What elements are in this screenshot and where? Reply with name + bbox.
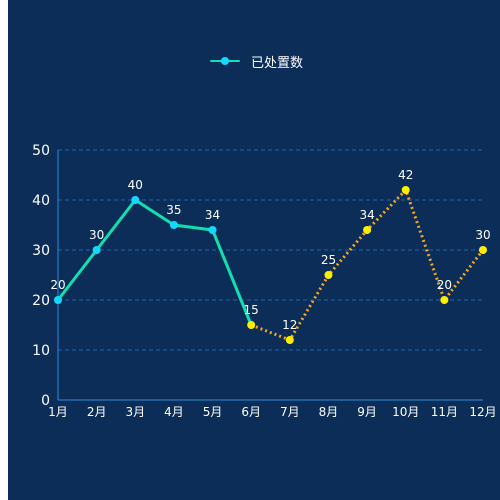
data-label: 20 bbox=[437, 278, 452, 292]
data-label: 40 bbox=[128, 178, 143, 192]
data-label: 34 bbox=[205, 208, 220, 222]
data-label: 15 bbox=[244, 303, 259, 317]
data-point bbox=[324, 271, 333, 279]
data-point bbox=[247, 321, 256, 329]
x-tick-label: 10月 bbox=[392, 405, 419, 419]
x-tick-label: 6月 bbox=[241, 405, 261, 419]
y-tick-label: 20 bbox=[32, 293, 50, 309]
legend[interactable]: 已处置数 bbox=[209, 50, 303, 72]
series-line-solid bbox=[56, 198, 253, 327]
data-point bbox=[92, 246, 101, 254]
data-point bbox=[169, 221, 178, 229]
data-label: 12 bbox=[282, 318, 297, 332]
data-label: 30 bbox=[475, 228, 490, 242]
legend-label: 已处置数 bbox=[251, 55, 304, 71]
data-point bbox=[440, 296, 449, 304]
data-point bbox=[131, 196, 140, 204]
legend-line-marker-icon bbox=[209, 54, 241, 68]
x-tick-label: 9月 bbox=[357, 405, 377, 419]
y-tick-label: 30 bbox=[32, 243, 50, 259]
data-point bbox=[285, 336, 294, 344]
x-tick-label: 11月 bbox=[431, 405, 458, 419]
data-point bbox=[208, 226, 217, 234]
x-tick-label: 5月 bbox=[203, 405, 223, 419]
x-tick-label: 8月 bbox=[319, 405, 339, 419]
x-tick-label: 2月 bbox=[87, 405, 107, 419]
y-tick-label: 40 bbox=[32, 193, 50, 209]
data-label: 42 bbox=[398, 168, 413, 182]
data-label: 25 bbox=[321, 253, 336, 267]
y-tick-label: 10 bbox=[32, 343, 50, 359]
y-tick-label: 50 bbox=[32, 143, 50, 159]
x-tick-label: 3月 bbox=[125, 405, 145, 419]
x-tick-label: 1月 bbox=[48, 405, 68, 419]
data-point bbox=[479, 246, 487, 254]
data-label: 30 bbox=[89, 228, 104, 242]
data-point bbox=[363, 226, 372, 234]
y-tick-label: 0 bbox=[41, 393, 50, 409]
data-label: 20 bbox=[50, 278, 65, 292]
x-tick-label: 12月 bbox=[469, 405, 496, 419]
data-point bbox=[54, 296, 62, 304]
x-tick-label: 7月 bbox=[280, 405, 300, 419]
data-point bbox=[401, 186, 410, 194]
x-tick-label: 4月 bbox=[164, 405, 184, 419]
data-label: 35 bbox=[166, 203, 181, 217]
data-label: 34 bbox=[359, 208, 374, 222]
